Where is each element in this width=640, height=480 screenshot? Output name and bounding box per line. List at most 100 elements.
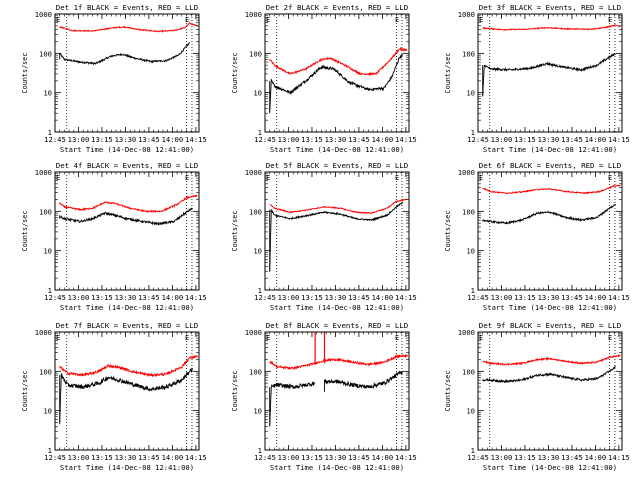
corner-mark-left: E <box>266 334 270 342</box>
y-tick-label: 1000 <box>245 168 262 177</box>
x-tick-label: 13:15 <box>514 453 536 462</box>
x-tick-label: 12:45 <box>254 293 276 302</box>
corner-mark-right: E <box>608 174 612 182</box>
x-tick-label: 13:45 <box>561 135 583 144</box>
x-tick-label: 13:00 <box>491 135 513 144</box>
x-tick-label: 13:15 <box>91 453 113 462</box>
y-axis-label: Counts/sec <box>21 211 29 252</box>
corner-mark-left: E <box>266 16 270 24</box>
x-tick-label: 13:45 <box>138 135 160 144</box>
y-tick-label: 1 <box>48 128 52 137</box>
x-tick-label: 12:45 <box>44 293 66 302</box>
panel-det-1: Det 1f BLACK = Events, RED = LLD 1 10 100 10… <box>21 3 207 154</box>
x-tick-label: 13:30 <box>538 453 560 462</box>
y-tick-label: 10 <box>43 89 52 98</box>
x-tick-label: 13:00 <box>278 293 300 302</box>
x-tick-label: 13:15 <box>514 293 536 302</box>
series-line-events <box>59 207 193 226</box>
x-tick-label: 13:00 <box>278 453 300 462</box>
y-tick-label: 1000 <box>458 168 475 177</box>
y-axis-label: Counts/sec <box>444 371 452 412</box>
x-axis-label: Start Time (14-Dec-08 12:41:00) <box>270 463 404 472</box>
x-tick-label: 13:15 <box>514 135 536 144</box>
x-axis-label: Start Time (14-Dec-08 12:41:00) <box>483 463 617 472</box>
y-tick-label: 1 <box>48 286 52 295</box>
series-line-events <box>324 370 404 389</box>
x-tick-label: 12:45 <box>254 453 276 462</box>
x-tick-label: 14:15 <box>608 135 630 144</box>
y-axis-label: Counts/sec <box>21 53 29 94</box>
y-tick-label: 10 <box>43 247 52 256</box>
y-tick-label: 100 <box>39 49 52 58</box>
series-line-lld <box>59 194 198 214</box>
x-tick-label: 13:30 <box>538 135 560 144</box>
series-line-lld <box>482 184 621 195</box>
y-tick-label: 10 <box>253 247 262 256</box>
x-tick-label: 14:15 <box>395 453 417 462</box>
y-tick-label: 100 <box>249 207 262 216</box>
x-axis-label: Start Time (14-Dec-08 12:41:00) <box>270 145 404 154</box>
y-tick-label: 100 <box>462 49 475 58</box>
y-axis-label: Counts/sec <box>231 371 239 412</box>
y-axis-label: Counts/sec <box>444 211 452 252</box>
corner-mark-right: E <box>395 334 399 342</box>
x-axis-label: Start Time (14-Dec-08 12:41:00) <box>60 145 194 154</box>
corner-mark-right: E <box>185 334 189 342</box>
panel-det-8: Det 8f BLACK = Events, RED = LLD 1 10 100 10… <box>231 321 417 472</box>
x-tick-label: 13:30 <box>115 453 137 462</box>
y-tick-label: 1 <box>471 446 475 455</box>
series-line-lld <box>482 24 621 31</box>
plot-frame <box>54 171 200 291</box>
series-line-events <box>269 202 404 272</box>
y-tick-label: 1000 <box>458 328 475 337</box>
y-tick-label: 1 <box>471 128 475 137</box>
x-axis-label: Start Time (14-Dec-08 12:41:00) <box>483 303 617 312</box>
y-tick-label: 1 <box>258 286 262 295</box>
panel-title: Det 4f BLACK = Events, RED = LLD <box>56 161 198 170</box>
x-tick-label: 13:30 <box>115 293 137 302</box>
x-tick-label: 12:45 <box>467 453 489 462</box>
x-tick-label: 13:15 <box>91 293 113 302</box>
corner-mark-right: E <box>185 16 189 24</box>
panel-det-9: Det 9f BLACK = Events, RED = LLD 1 10 100 10… <box>444 321 630 472</box>
x-tick-label: 13:45 <box>138 293 160 302</box>
x-tick-label: 12:45 <box>467 293 489 302</box>
x-tick-label: 13:15 <box>301 135 323 144</box>
x-tick-label: 14:00 <box>585 135 607 144</box>
y-tick-label: 1000 <box>245 328 262 337</box>
series-line-lld <box>269 46 408 77</box>
corner-mark-left: E <box>266 174 270 182</box>
corner-mark-left: E <box>56 16 60 24</box>
x-tick-label: 14:15 <box>395 135 417 144</box>
x-tick-label: 13:15 <box>91 135 113 144</box>
x-tick-label: 14:15 <box>185 293 207 302</box>
series-line-events <box>59 41 191 66</box>
x-tick-label: 13:00 <box>68 135 90 144</box>
x-tick-label: 13:15 <box>301 453 323 462</box>
corner-mark-left: E <box>479 16 483 24</box>
corner-mark-left: E <box>56 174 60 182</box>
panel-title: Det 8f BLACK = Events, RED = LLD <box>266 321 408 330</box>
x-axis-label: Start Time (14-Dec-08 12:41:00) <box>270 303 404 312</box>
x-tick-label: 14:00 <box>162 135 184 144</box>
x-tick-label: 13:00 <box>491 453 513 462</box>
x-tick-label: 14:00 <box>372 293 394 302</box>
panel-det-3: Det 3f BLACK = Events, RED = LLD 1 10 100 10… <box>444 3 630 154</box>
x-tick-label: 13:30 <box>115 135 137 144</box>
y-tick-label: 10 <box>253 89 262 98</box>
x-tick-label: 13:30 <box>325 293 347 302</box>
y-axis-label: Counts/sec <box>444 53 452 94</box>
x-tick-label: 13:00 <box>491 293 513 302</box>
corner-mark-right: E <box>608 16 612 24</box>
corner-mark-right: E <box>395 174 399 182</box>
panel-det-6: Det 6f BLACK = Events, RED = LLD 1 10 100 10… <box>444 161 630 312</box>
x-tick-label: 14:00 <box>162 293 184 302</box>
corner-mark-right: E <box>608 334 612 342</box>
panel-title: Det 5f BLACK = Events, RED = LLD <box>266 161 408 170</box>
y-tick-label: 100 <box>462 207 475 216</box>
panel-title: Det 9f BLACK = Events, RED = LLD <box>479 321 621 330</box>
plot-frame <box>54 331 200 451</box>
x-tick-label: 13:00 <box>278 135 300 144</box>
series-line-events <box>482 52 616 96</box>
y-tick-label: 10 <box>466 247 475 256</box>
